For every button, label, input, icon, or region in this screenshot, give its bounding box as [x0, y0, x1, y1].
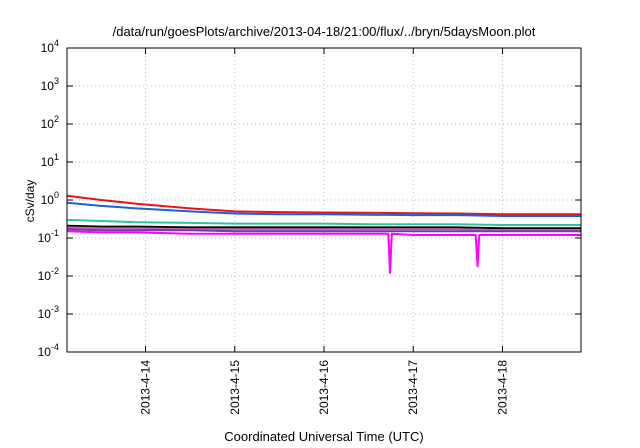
grid	[67, 48, 581, 352]
axis-ticks: 10-4 10-3 10-2 10-1 100 101 102 103 104 2013-4-14…	[38, 38, 581, 415]
y-tick-label: 10-4	[38, 342, 59, 359]
series-line-3	[66, 218, 581, 226]
y-tick-label: 10-3	[38, 304, 59, 321]
y-tick-label: 10-2	[38, 266, 59, 283]
x-tick-label: 2013-4-17	[406, 360, 420, 415]
y-tick-label: 101	[41, 152, 59, 169]
chart-title: /data/run/goesPlots/archive/2013-04-18/2…	[113, 24, 536, 39]
x-tick-label: 2013-4-15	[228, 360, 242, 415]
series-line-1	[66, 194, 581, 216]
x-axis-label: Coordinated Universal Time (UTC)	[224, 429, 423, 444]
series-line-4	[66, 224, 581, 230]
y-tick-label: 104	[41, 38, 59, 55]
x-tick-label: 2013-4-16	[317, 360, 331, 415]
x-tick-label: 2013-4-18	[495, 360, 509, 415]
series-line-2	[66, 201, 581, 217]
series-line-7	[66, 230, 581, 274]
y-tick-label: 100	[41, 190, 59, 207]
y-tick-label: 102	[41, 114, 59, 131]
series-line-5	[66, 226, 581, 232]
x-tick-label: 2013-4-14	[139, 360, 153, 415]
series-line-6	[66, 228, 581, 233]
series-lines	[66, 194, 581, 274]
y-axis-label: cSv/day	[23, 180, 37, 223]
y-tick-label: 10-1	[38, 228, 59, 245]
y-tick-label: 103	[41, 76, 59, 93]
